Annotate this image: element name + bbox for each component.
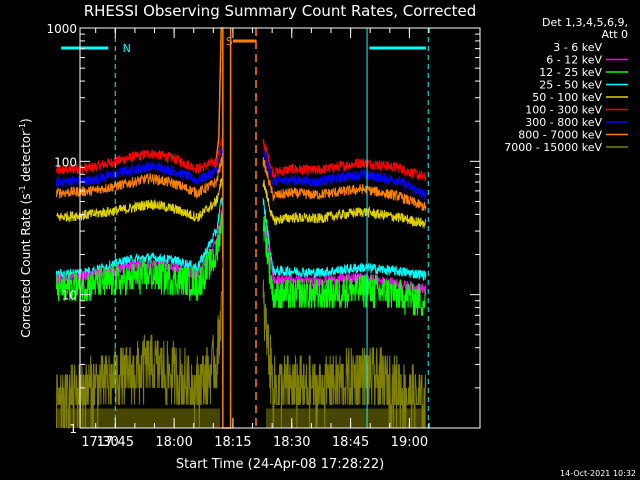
x-tick-label-0: 17:30 [81,435,118,450]
legend-label-3: 25 - 50 keV [539,79,602,92]
annotation-n: N [123,42,131,55]
legend-label-8: 7000 - 15000 keV [504,141,602,154]
legend-header-2: Att 0 [602,28,628,41]
annotation-s: S [226,35,233,48]
series-line-6 [56,212,426,316]
y-tick-label-1: 10 [62,289,77,303]
series-line-2 [56,156,427,211]
series-line-3 [56,177,427,229]
legend-label-4: 50 - 100 keV [532,91,602,104]
y-tick-label-0: 1 [69,422,77,436]
legend-label-5: 100 - 300 keV [525,104,602,117]
x-tick-label-6: 19:00 [391,435,428,450]
low-band-fill [56,408,221,428]
x-tick-label-3: 18:15 [214,435,251,450]
footer-date: 14-Oct-2021 10:32 [560,469,636,478]
x-tick-label-4: 18:30 [273,435,310,450]
x-tick-label-5: 18:45 [332,435,369,450]
legend-label-6: 300 - 800 keV [525,116,602,129]
x-axis-label: Start Time (24-Apr-08 17:28:22) [176,457,384,472]
legend-header-1: Det 1,3,4,5,6,9, [542,16,628,29]
chart-title: RHESSI Observing Summary Count Rates, Co… [84,2,477,20]
legend-label-7: 800 - 7000 keV [518,129,602,142]
series-line-1 [56,147,427,201]
y-axis-label: Corrected Count Rate (s-1 detector-1) [18,118,33,337]
y-tick-label-2: 100 [54,155,77,169]
legend-label-0: 3 - 6 keV [553,41,602,54]
y-tick-label-3: 1000 [46,22,77,36]
legend-label-2: 12 - 25 keV [539,66,602,79]
legend-label-1: 6 - 12 keV [546,54,602,67]
x-tick-label-2: 18:00 [155,435,192,450]
x-tick-label-1: 17:45 [97,435,134,450]
plot-area: NS [56,27,429,429]
plot-frame [79,27,481,429]
low-band-fill [265,408,426,428]
